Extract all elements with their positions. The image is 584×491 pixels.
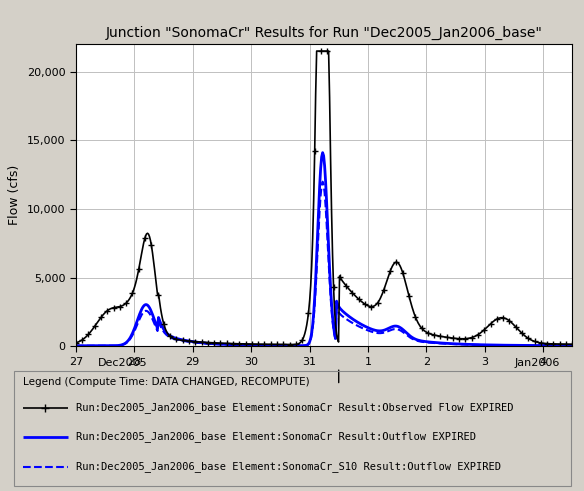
Run:Dec2005_Jan2006_base Element:SonomaCr_S10 Result:Outflow EXPIRED bbox=[342, 316, 349, 322]
Text: Run:Dec2005_Jan2006_base Element:SonomaCr_S10 Result:Outflow EXPIRED: Run:Dec2005_Jan2006_base Element:SonomaC… bbox=[77, 462, 502, 472]
Line: Run:Dec2005_Jan2006_base Element:SonomaCr_S10 Result:Outflow EXPIRED: Run:Dec2005_Jan2006_base Element:SonomaC… bbox=[76, 182, 572, 346]
Run:Dec2005_Jan2006_base Element:SonomaCr Result:Observed Flow EXPIRED bbox=[525, 335, 532, 341]
Run:Dec2005_Jan2006_base Element:SonomaCr_S10 Result:Outflow EXPIRED bbox=[308, 332, 315, 338]
Run:Dec2005_Jan2006_base Element:SonomaCr Result:Outflow EXPIRED bbox=[558, 343, 565, 349]
Run:Dec2005_Jan2006_base Element:SonomaCr Result:Observed Flow EXPIRED bbox=[425, 330, 432, 336]
Run:Dec2005_Jan2006_base Element:SonomaCr_S10 Result:Outflow EXPIRED bbox=[319, 179, 326, 185]
Run:Dec2005_Jan2006_base Element:SonomaCr_S10 Result:Outflow EXPIRED bbox=[311, 302, 318, 308]
Run:Dec2005_Jan2006_base Element:SonomaCr Result:Outflow EXPIRED bbox=[342, 311, 349, 317]
Run:Dec2005_Jan2006_base Element:SonomaCr_S10 Result:Outflow EXPIRED bbox=[72, 343, 79, 349]
Run:Dec2005_Jan2006_base Element:SonomaCr_S10 Result:Outflow EXPIRED bbox=[369, 329, 376, 335]
Run:Dec2005_Jan2006_base Element:SonomaCr Result:Outflow EXPIRED bbox=[369, 327, 376, 332]
Run:Dec2005_Jan2006_base Element:SonomaCr Result:Outflow EXPIRED bbox=[480, 342, 487, 348]
Run:Dec2005_Jan2006_base Element:SonomaCr Result:Observed Flow EXPIRED bbox=[318, 48, 325, 54]
Run:Dec2005_Jan2006_base Element:SonomaCr Result:Observed Flow EXPIRED bbox=[387, 269, 394, 274]
Run:Dec2005_Jan2006_base Element:SonomaCr Result:Observed Flow EXPIRED bbox=[298, 337, 305, 343]
Text: Legend (Compute Time: DATA CHANGED, RECOMPUTE): Legend (Compute Time: DATA CHANGED, RECO… bbox=[23, 377, 310, 387]
Line: Run:Dec2005_Jan2006_base Element:SonomaCr Result:Outflow EXPIRED: Run:Dec2005_Jan2006_base Element:SonomaC… bbox=[76, 153, 572, 346]
Run:Dec2005_Jan2006_base Element:SonomaCr_S10 Result:Outflow EXPIRED bbox=[558, 343, 565, 349]
Line: Run:Dec2005_Jan2006_base Element:SonomaCr Result:Observed Flow EXPIRED: Run:Dec2005_Jan2006_base Element:SonomaC… bbox=[72, 48, 576, 348]
Run:Dec2005_Jan2006_base Element:SonomaCr Result:Outflow EXPIRED bbox=[72, 343, 79, 349]
Run:Dec2005_Jan2006_base Element:SonomaCr Result:Outflow EXPIRED bbox=[319, 150, 326, 156]
Run:Dec2005_Jan2006_base Element:SonomaCr Result:Observed Flow EXPIRED bbox=[380, 287, 387, 293]
Run:Dec2005_Jan2006_base Element:SonomaCr Result:Outflow EXPIRED bbox=[569, 343, 576, 349]
Y-axis label: Flow (cfs): Flow (cfs) bbox=[8, 165, 22, 225]
Run:Dec2005_Jan2006_base Element:SonomaCr Result:Observed Flow EXPIRED bbox=[286, 342, 293, 348]
Title: Junction "SonomaCr" Results for Run "Dec2005_Jan2006_base": Junction "SonomaCr" Results for Run "Dec… bbox=[106, 26, 543, 40]
Run:Dec2005_Jan2006_base Element:SonomaCr Result:Observed Flow EXPIRED bbox=[72, 340, 79, 346]
Run:Dec2005_Jan2006_base Element:SonomaCr Result:Observed Flow EXPIRED bbox=[405, 293, 412, 299]
Text: Run:Dec2005_Jan2006_base Element:SonomaCr Result:Outflow EXPIRED: Run:Dec2005_Jan2006_base Element:SonomaC… bbox=[77, 432, 477, 442]
Run:Dec2005_Jan2006_base Element:SonomaCr Result:Outflow EXPIRED bbox=[311, 295, 318, 301]
Text: Run:Dec2005_Jan2006_base Element:SonomaCr Result:Observed Flow EXPIRED: Run:Dec2005_Jan2006_base Element:SonomaC… bbox=[77, 403, 514, 413]
Run:Dec2005_Jan2006_base Element:SonomaCr_S10 Result:Outflow EXPIRED bbox=[480, 342, 487, 348]
Run:Dec2005_Jan2006_base Element:SonomaCr_S10 Result:Outflow EXPIRED bbox=[569, 343, 576, 349]
Run:Dec2005_Jan2006_base Element:SonomaCr Result:Observed Flow EXPIRED bbox=[569, 341, 576, 347]
Text: Jan2006: Jan2006 bbox=[515, 358, 560, 368]
Run:Dec2005_Jan2006_base Element:SonomaCr Result:Outflow EXPIRED bbox=[308, 330, 315, 336]
Text: Dec2005: Dec2005 bbox=[98, 358, 147, 368]
